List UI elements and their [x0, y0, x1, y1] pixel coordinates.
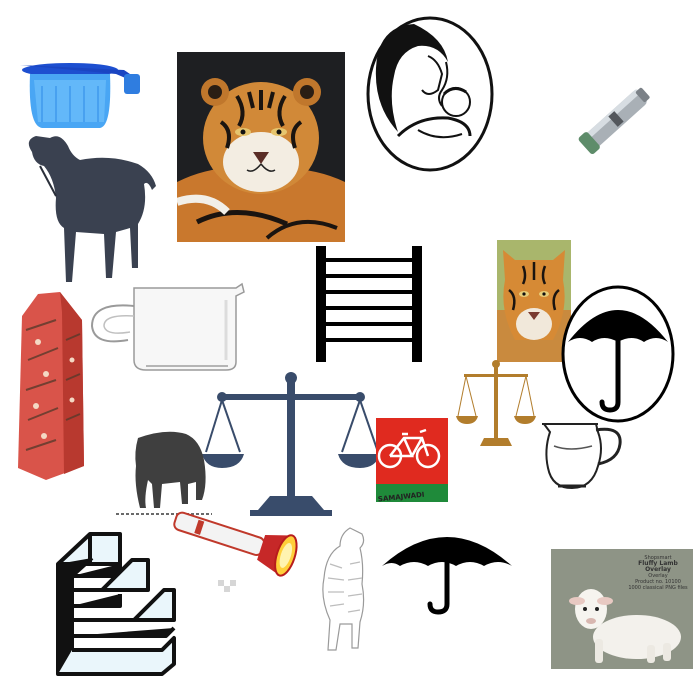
umbrella-badge-icon [560, 284, 676, 424]
ladder-icon [312, 244, 426, 364]
grazing-animal-icon [116, 424, 212, 524]
lamb-card-line5: 1000 classical PNG files [628, 585, 688, 591]
glass-jug-icon [86, 280, 246, 376]
lamb-card-line2: Fluffy Lamb Overlay [638, 560, 678, 573]
tiger-face-photo [497, 240, 571, 362]
lamb-photo: Shopsmart Fluffy Lamb Overlay Overlay Pr… [551, 549, 693, 669]
bicycle-flag-icon: SAMAJWADI [376, 410, 448, 510]
scales-small-icon [456, 358, 536, 450]
mother-baby-icon [358, 6, 500, 176]
flashlight-icon [572, 72, 660, 166]
blue-jug-icon [12, 56, 152, 132]
stairs-icon [54, 524, 178, 680]
lamb-card-line4: Product no. 10100 [635, 579, 681, 585]
sheep-silhouette-icon [20, 128, 160, 288]
patterned-block-icon [16, 290, 86, 484]
torch-icon [160, 508, 306, 598]
umbrella-icon [380, 522, 514, 616]
lamb-card-line3: Overlay [648, 573, 668, 579]
tiger-photo [177, 52, 345, 242]
tiger-sketch-icon [314, 524, 376, 652]
pitcher-icon [540, 418, 626, 492]
scales-icon [200, 370, 382, 520]
lamb-card-line1: Shopsmart [644, 555, 672, 561]
